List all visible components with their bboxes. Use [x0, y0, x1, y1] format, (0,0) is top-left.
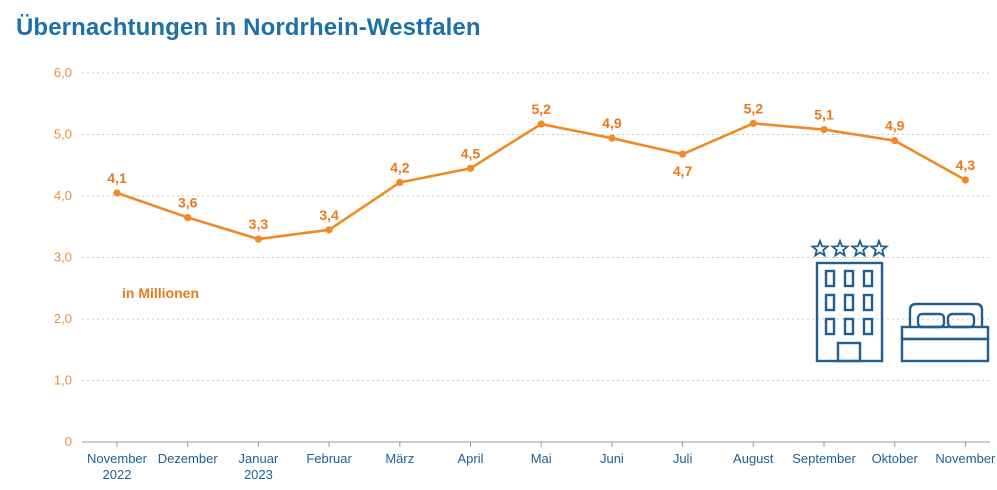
- star-icon: [868, 238, 890, 258]
- y-tick-label: 3,0: [54, 250, 72, 265]
- unit-label: in Millionen: [122, 285, 199, 301]
- data-label: 5,2: [531, 101, 551, 117]
- data-label: 3,3: [249, 216, 269, 232]
- x-tick-label: Juni: [600, 451, 624, 466]
- grid-lines: [82, 72, 990, 443]
- data-label: 4,9: [602, 115, 622, 131]
- series-path: [116, 122, 967, 241]
- x-tick-label: Oktober: [872, 451, 919, 466]
- x-tick-label: November 2022: [87, 451, 148, 482]
- data-point: [537, 120, 545, 128]
- data-label: 5,1: [814, 107, 834, 123]
- x-tick-label: Dezember: [158, 451, 219, 466]
- data-point: [961, 176, 970, 184]
- x-tick-label: Januar 2023: [239, 451, 279, 482]
- data-point: [325, 226, 333, 234]
- x-tick-label: August: [733, 451, 774, 466]
- data-label: 4,7: [673, 163, 693, 179]
- y-tick-label: 2,0: [54, 311, 72, 326]
- data-point: [891, 137, 899, 145]
- data-point: [679, 150, 687, 158]
- x-tick-label: April: [457, 451, 483, 466]
- chart-title: Übernachtungen in Nordrhein-Westfalen: [16, 14, 481, 41]
- data-label: 4,5: [461, 145, 481, 161]
- y-tick-label: 0: [65, 434, 72, 449]
- data-point: [466, 164, 475, 172]
- x-axis: November 2022 Dezember Januar 2023 Februar Mär…: [87, 442, 996, 482]
- data-label: 4,9: [885, 118, 905, 134]
- four-stars-icon: [809, 238, 890, 258]
- data-point: [254, 235, 262, 243]
- star-icon: [849, 238, 871, 258]
- star-icon: [809, 238, 831, 258]
- data-point: [749, 119, 757, 128]
- data-point: [820, 125, 828, 134]
- y-axis: 0 1,0 2,0 3,0 4,0 5,0 6,0: [54, 65, 72, 449]
- y-tick-label: 4,0: [54, 188, 72, 203]
- x-tick-label: Juli: [673, 451, 693, 466]
- y-tick-label: 5,0: [54, 127, 72, 142]
- x-tick-label: November: [935, 451, 996, 466]
- x-tick-label: Februar: [306, 451, 352, 466]
- data-label: 4,3: [956, 157, 976, 173]
- x-tick-label: März: [385, 451, 414, 466]
- data-label: 3,6: [178, 195, 198, 211]
- x-tick-label: Mai: [531, 451, 552, 466]
- data-point: [113, 189, 121, 197]
- data-label: 4,2: [390, 159, 410, 175]
- data-point: [184, 213, 192, 222]
- data-point: [396, 178, 404, 187]
- y-tick-label: 6,0: [54, 65, 72, 80]
- data-labels: 4,1 3,6 3,3 3,4 4,2 4,5 5,2 4,9 4,7 5,2 5,1 4,9 4,3: [107, 100, 975, 232]
- x-tick-label: September: [792, 451, 856, 466]
- y-tick-label: 1,0: [54, 373, 72, 388]
- series-line: [113, 119, 970, 243]
- hotel-building-icon: [815, 261, 884, 363]
- data-label: 5,2: [744, 100, 764, 116]
- data-label: 4,1: [107, 170, 127, 186]
- double-bed-icon: [900, 302, 990, 363]
- data-label: 3,4: [319, 207, 339, 223]
- star-icon: [829, 238, 851, 258]
- data-point: [608, 134, 616, 142]
